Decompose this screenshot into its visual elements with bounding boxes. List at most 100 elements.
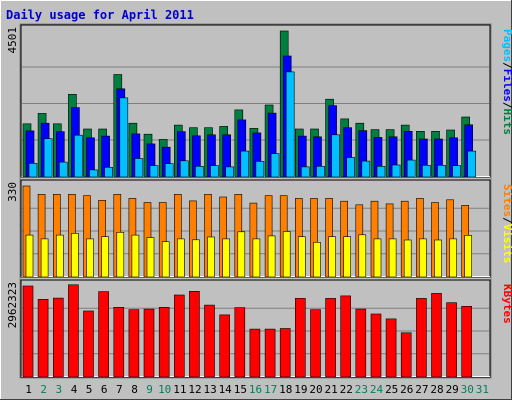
x-tick-label-9: 9 bbox=[146, 383, 153, 396]
bar-visits-9 bbox=[146, 237, 155, 278]
legend-item: Pages bbox=[501, 29, 512, 62]
bar-pages-14 bbox=[225, 166, 234, 178]
x-tick-label-16: 16 bbox=[249, 383, 262, 396]
bar-kbytes-7 bbox=[113, 306, 125, 378]
bar-kbytes-12 bbox=[189, 290, 200, 378]
bar-pages-6 bbox=[104, 167, 113, 178]
bar-visits-1 bbox=[25, 234, 34, 278]
bar-visits-30 bbox=[464, 235, 473, 278]
bar-pages-27 bbox=[422, 165, 431, 178]
x-tick-label-29: 29 bbox=[446, 383, 459, 396]
bar-kbytes-23 bbox=[355, 308, 367, 378]
bar-kbytes-29 bbox=[446, 302, 457, 378]
bar-pages-21 bbox=[331, 134, 340, 178]
bar-pages-5 bbox=[89, 169, 98, 178]
bar-kbytes-13 bbox=[204, 304, 215, 378]
x-tick-label-4: 4 bbox=[71, 383, 78, 396]
bar-pages-12 bbox=[195, 166, 204, 178]
bar-visits-7 bbox=[116, 232, 125, 278]
x-tick-label-11: 11 bbox=[173, 383, 186, 396]
x-tick-label-22: 22 bbox=[340, 383, 353, 396]
bar-kbytes-10 bbox=[158, 306, 170, 378]
bar-kbytes-19 bbox=[294, 298, 306, 378]
x-tick-label-25: 25 bbox=[385, 383, 398, 396]
bar-kbytes-25 bbox=[385, 318, 397, 378]
bar-visits-11 bbox=[177, 238, 185, 278]
bar-visits-26 bbox=[403, 239, 412, 278]
y-tick-label-kbytes: 2962323 bbox=[6, 282, 19, 328]
bar-visits-19 bbox=[297, 236, 306, 278]
bar-pages-16 bbox=[255, 161, 265, 178]
bar-visits-18 bbox=[282, 231, 291, 278]
x-tick-label-13: 13 bbox=[203, 383, 216, 396]
bar-kbytes-21 bbox=[325, 298, 336, 378]
x-tick-label-15: 15 bbox=[234, 383, 247, 396]
bar-kbytes-2 bbox=[37, 298, 49, 378]
bar-visits-28 bbox=[434, 239, 442, 278]
x-tick-labels: 1 2 3 4 5 6 7 8 9 10 11 12 13 14 15 16 17 18 19 20 21 22 23 24 2… bbox=[25, 383, 489, 396]
legend-item: Sites bbox=[501, 184, 512, 217]
bar-pages-23 bbox=[361, 160, 371, 178]
legend-item: Visits bbox=[501, 224, 512, 264]
bar-pages-26 bbox=[406, 159, 416, 178]
legend-item: KBytes bbox=[501, 284, 512, 324]
bar-pages-19 bbox=[300, 166, 310, 178]
bar-visits-22 bbox=[343, 236, 352, 278]
bar-pages-25 bbox=[391, 164, 401, 178]
x-tick-label-21: 21 bbox=[324, 383, 337, 396]
bar-pages-13 bbox=[210, 165, 219, 178]
bar-visits-6 bbox=[101, 236, 109, 278]
bar-pages-9 bbox=[149, 165, 159, 178]
bar-visits-20 bbox=[313, 242, 321, 278]
x-tick-label-27: 27 bbox=[415, 383, 428, 396]
legend-item: / bbox=[501, 217, 512, 224]
x-tick-label-23: 23 bbox=[355, 383, 368, 396]
y-tick-label-visitors: 330 bbox=[6, 182, 19, 202]
bar-visits-5 bbox=[86, 238, 94, 278]
bar-kbytes-8 bbox=[128, 309, 140, 378]
bar-kbytes-28 bbox=[431, 293, 442, 378]
bar-visits-2 bbox=[40, 238, 49, 278]
bar-pages-17 bbox=[270, 153, 280, 178]
bar-pages-18 bbox=[285, 71, 295, 178]
bar-visits-16 bbox=[252, 238, 261, 278]
bar-pages-11 bbox=[180, 160, 189, 178]
bar-kbytes-17 bbox=[264, 328, 276, 378]
bar-visits-4 bbox=[71, 233, 79, 278]
bar-kbytes-9 bbox=[143, 308, 155, 378]
x-tick-label-24: 24 bbox=[370, 383, 384, 396]
bar-kbytes-6 bbox=[98, 291, 109, 378]
x-tick-label-8: 8 bbox=[131, 383, 138, 396]
bar-visits-3 bbox=[55, 234, 64, 278]
y-tick-labels: 4501 330 2962323 bbox=[6, 27, 19, 328]
bar-visits-10 bbox=[161, 241, 170, 278]
bar-pages-10 bbox=[164, 163, 174, 178]
x-tick-label-7: 7 bbox=[116, 383, 123, 396]
bar-visits-23 bbox=[358, 234, 367, 278]
legend-item: / bbox=[501, 102, 512, 109]
x-tick-label-30: 30 bbox=[461, 383, 474, 396]
bar-visits-27 bbox=[419, 238, 427, 278]
x-tick-label-2: 2 bbox=[40, 383, 47, 396]
x-tick-label-20: 20 bbox=[309, 383, 322, 396]
bar-kbytes-16 bbox=[249, 328, 261, 378]
bar-pages-8 bbox=[134, 158, 144, 178]
x-tick-label-31: 31 bbox=[476, 383, 489, 396]
x-tick-label-5: 5 bbox=[86, 383, 93, 396]
bar-kbytes-20 bbox=[310, 309, 321, 378]
bar-pages-4 bbox=[74, 134, 83, 178]
bar-visits-29 bbox=[449, 238, 457, 278]
bar-kbytes-27 bbox=[416, 298, 427, 378]
bar-kbytes-1 bbox=[22, 285, 34, 378]
x-tick-label-6: 6 bbox=[101, 383, 108, 396]
legend-item: Files bbox=[501, 69, 512, 102]
legend-kbytes: KBytes bbox=[501, 284, 512, 324]
bar-pages-1 bbox=[28, 163, 38, 178]
bar-kbytes-30 bbox=[461, 305, 473, 378]
x-tick-label-17: 17 bbox=[264, 383, 277, 396]
bar-pages-3 bbox=[58, 161, 68, 178]
bar-kbytes-26 bbox=[400, 332, 412, 378]
bar-visits-8 bbox=[131, 234, 140, 278]
bar-pages-2 bbox=[43, 138, 53, 178]
